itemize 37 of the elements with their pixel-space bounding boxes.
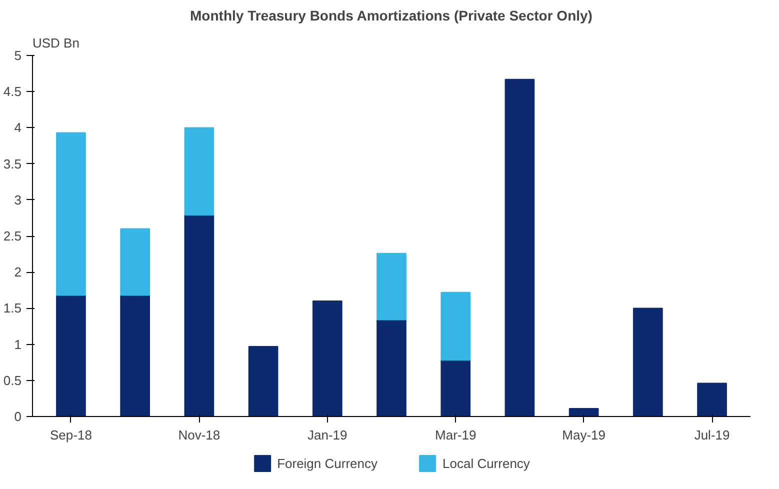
bar xyxy=(440,360,471,416)
x-tick-label: Sep-18 xyxy=(50,428,92,442)
x-tick-label: May-19 xyxy=(562,428,606,442)
y-tick-label: 2 xyxy=(14,264,22,280)
y-tick-label: 3 xyxy=(14,192,22,208)
x-tick-label: Jan-19 xyxy=(308,428,348,442)
bar xyxy=(120,228,150,296)
bar xyxy=(376,252,406,320)
bar xyxy=(248,346,278,416)
bar xyxy=(697,382,727,416)
y-tick-label: 1 xyxy=(14,336,22,352)
y-tick-label: 3.5 xyxy=(3,156,22,172)
bar xyxy=(184,127,214,216)
y-tick-label: 4 xyxy=(14,120,22,136)
y-tick-label: 0.5 xyxy=(3,372,22,388)
y-axis-title: USD Bn xyxy=(32,36,80,50)
x-tick-label: Nov-18 xyxy=(178,428,220,442)
y-tick-label: 2.5 xyxy=(3,228,22,244)
bar xyxy=(120,294,150,416)
bar xyxy=(440,292,471,361)
y-tick-label: 0 xyxy=(14,409,22,424)
chart-title: Monthly Treasury Bonds Amortizations (Private Sector Only) xyxy=(190,8,592,24)
bar xyxy=(56,294,86,416)
x-tick-label: Mar-19 xyxy=(435,428,476,442)
bar xyxy=(376,319,406,416)
x-tick-label: Jul-19 xyxy=(694,428,730,442)
legend-label: Foreign Currency xyxy=(277,456,378,470)
bar xyxy=(56,132,86,296)
legend-label: Local Currency xyxy=(442,456,530,470)
bar xyxy=(312,300,342,416)
y-tick-label: 4.5 xyxy=(3,84,22,100)
bar xyxy=(633,308,663,416)
y-tick-label: 1.5 xyxy=(3,300,22,316)
bar xyxy=(504,78,535,416)
bar xyxy=(184,214,214,416)
bar xyxy=(568,408,599,416)
y-tick-label: 5 xyxy=(14,48,22,63)
